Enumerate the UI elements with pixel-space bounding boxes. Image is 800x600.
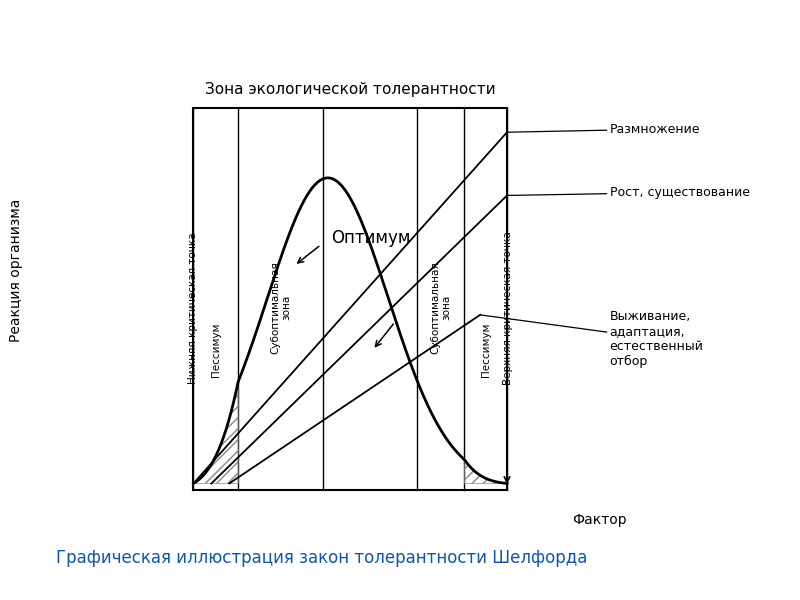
Text: Графическая иллюстрация закон толерантности Шелфорда: Графическая иллюстрация закон толерантно…	[56, 549, 587, 567]
Text: Пессимум: Пессимум	[211, 323, 221, 377]
Text: Размножение: Размножение	[507, 123, 700, 136]
Text: Зона экологической толерантности: Зона экологической толерантности	[205, 82, 495, 97]
Text: Реакция организма: Реакция организма	[9, 199, 23, 341]
Text: Пессимум: Пессимум	[481, 323, 490, 377]
Text: Выживание,
адаптация,
естественный
отбор: Выживание, адаптация, естественный отбор	[480, 310, 703, 368]
Text: Оптимум: Оптимум	[330, 229, 410, 247]
Text: Фактор: Фактор	[572, 513, 626, 527]
Text: Субоптимальная
зона: Субоптимальная зона	[270, 262, 292, 354]
Text: Субоптимальная
зона: Субоптимальная зона	[430, 262, 452, 354]
Text: Рост, существование: Рост, существование	[507, 186, 750, 199]
Text: Нижняя критическая точка: Нижняя критическая точка	[187, 232, 198, 383]
Bar	[194, 107, 507, 490]
Text: Верхняя критическая точка: Верхняя критическая точка	[503, 231, 513, 385]
